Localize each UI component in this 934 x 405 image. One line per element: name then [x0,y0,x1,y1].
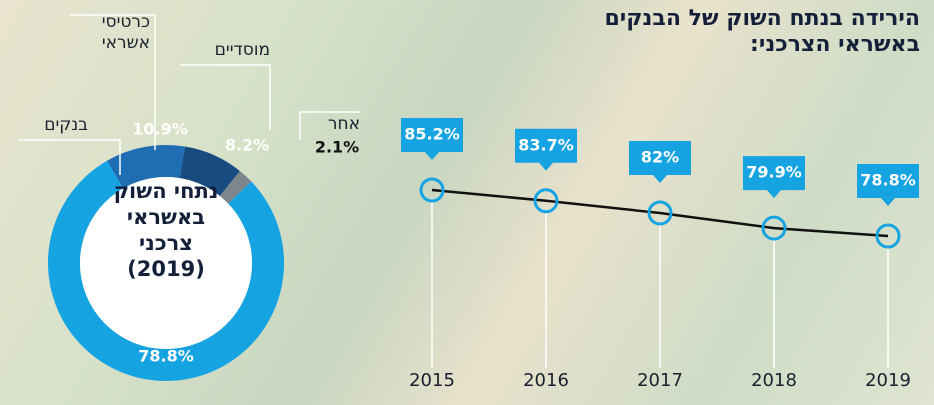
callout [401,118,463,160]
callout [857,164,919,206]
category-label: כרטיסי אשראי [101,12,150,53]
donut-segment [179,146,240,196]
category-label: בנקים [44,115,88,135]
donut-segment [107,145,185,189]
donut-segment [219,170,252,204]
donut-hole [80,177,252,349]
marker [533,188,559,214]
value-label: 8.2% [225,136,269,155]
value-label: 78.8% [860,171,916,190]
x-tick-label: 2015 [409,370,455,391]
value-label: 10.9% [132,120,188,139]
marker [761,215,787,241]
x-tick-label: 2019 [865,370,911,391]
category-label: מוסדיים [214,40,270,60]
callout [515,128,577,171]
x-tick-label: 2017 [637,370,683,391]
marker [647,200,673,226]
x-tick-label: 2018 [751,370,797,391]
callout [743,156,805,199]
value-label: 82% [641,148,679,167]
marker [875,223,901,249]
value-label: 2.1% [315,138,359,157]
donut-title: נתחי השוק באשראי צרכני (2019) [113,179,219,281]
callout [629,141,691,183]
category-label: אחר [327,114,360,134]
line [431,188,889,238]
donut-segment [47,160,284,381]
value-label: 79.9% [746,163,802,182]
x-tick-label: 2016 [523,370,569,391]
value-label: 85.2% [404,125,460,144]
marker [419,177,445,203]
value-label: 78.8% [138,347,194,366]
value-label: 83.7% [518,135,574,154]
line-title: הירידה בנתח השוק של הבנקים באשראי הצרכני… [604,6,920,57]
leader-lines [18,14,360,175]
